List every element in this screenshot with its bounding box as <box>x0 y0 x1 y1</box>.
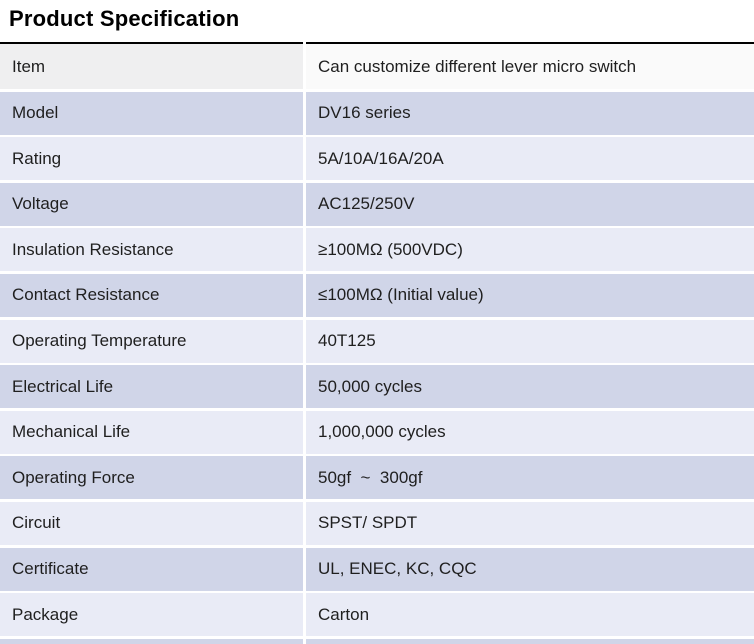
spec-row: Item Can customize different lever micro … <box>0 42 754 89</box>
spec-row: Operating Force 50gf ~ 300gf <box>0 456 754 500</box>
spec-label-cell: Operating Force <box>0 456 303 500</box>
spec-label-cell <box>0 638 303 644</box>
specification-table: Item Can customize different lever micro … <box>0 42 754 644</box>
spec-value-cell: 5A/10A/16A/20A <box>306 137 754 181</box>
spec-row: Certificate UL, ENEC, KC, CQC <box>0 547 754 591</box>
spec-value-cell: 50gf ~ 300gf <box>306 456 754 500</box>
spec-label-cell: Circuit <box>0 501 303 545</box>
spec-row: Rating 5A/10A/16A/20A <box>0 137 754 181</box>
spec-row <box>0 638 754 644</box>
spec-row: Electrical Life 50,000 cycles <box>0 365 754 409</box>
spec-row: Contact Resistance ≤100MΩ (Initial value) <box>0 273 754 317</box>
spec-row: Mechanical Life 1,000,000 cycles <box>0 410 754 454</box>
spec-value-cell: AC125/250V <box>306 182 754 226</box>
spec-label-cell: Package <box>0 593 303 637</box>
spec-label-cell: Insulation Resistance <box>0 228 303 272</box>
spec-value-cell: 50,000 cycles <box>306 365 754 409</box>
page-title: Product Specification <box>9 6 240 31</box>
spec-value-cell: Carton <box>306 593 754 637</box>
spec-value-cell: UL, ENEC, KC, CQC <box>306 547 754 591</box>
spec-row: Operating Temperature 40T125 <box>0 319 754 363</box>
spec-value-cell: SPST/ SPDT <box>306 501 754 545</box>
spec-row: Package Carton <box>0 593 754 637</box>
spec-label-cell: Electrical Life <box>0 365 303 409</box>
spec-value-cell: 40T125 <box>306 319 754 363</box>
spec-value-cell: DV16 series <box>306 91 754 135</box>
spec-label-cell: Certificate <box>0 547 303 591</box>
spec-label-cell: Item <box>0 42 303 89</box>
spec-label-cell: Voltage <box>0 182 303 226</box>
spec-label-cell: Rating <box>0 137 303 181</box>
spec-label-cell: Mechanical Life <box>0 410 303 454</box>
spec-label-cell: Model <box>0 91 303 135</box>
spec-value-cell: Can customize different lever micro swit… <box>306 42 754 89</box>
spec-value-cell: ≥100MΩ (500VDC) <box>306 228 754 272</box>
spec-row: Voltage AC125/250V <box>0 182 754 226</box>
spec-value-cell: 1,000,000 cycles <box>306 410 754 454</box>
spec-row: Model DV16 series <box>0 91 754 135</box>
spec-row: Insulation Resistance ≥100MΩ (500VDC) <box>0 228 754 272</box>
spec-value-cell <box>306 638 754 644</box>
spec-label-cell: Operating Temperature <box>0 319 303 363</box>
spec-row: Circuit SPST/ SPDT <box>0 501 754 545</box>
spec-label-cell: Contact Resistance <box>0 273 303 317</box>
spec-value-cell: ≤100MΩ (Initial value) <box>306 273 754 317</box>
